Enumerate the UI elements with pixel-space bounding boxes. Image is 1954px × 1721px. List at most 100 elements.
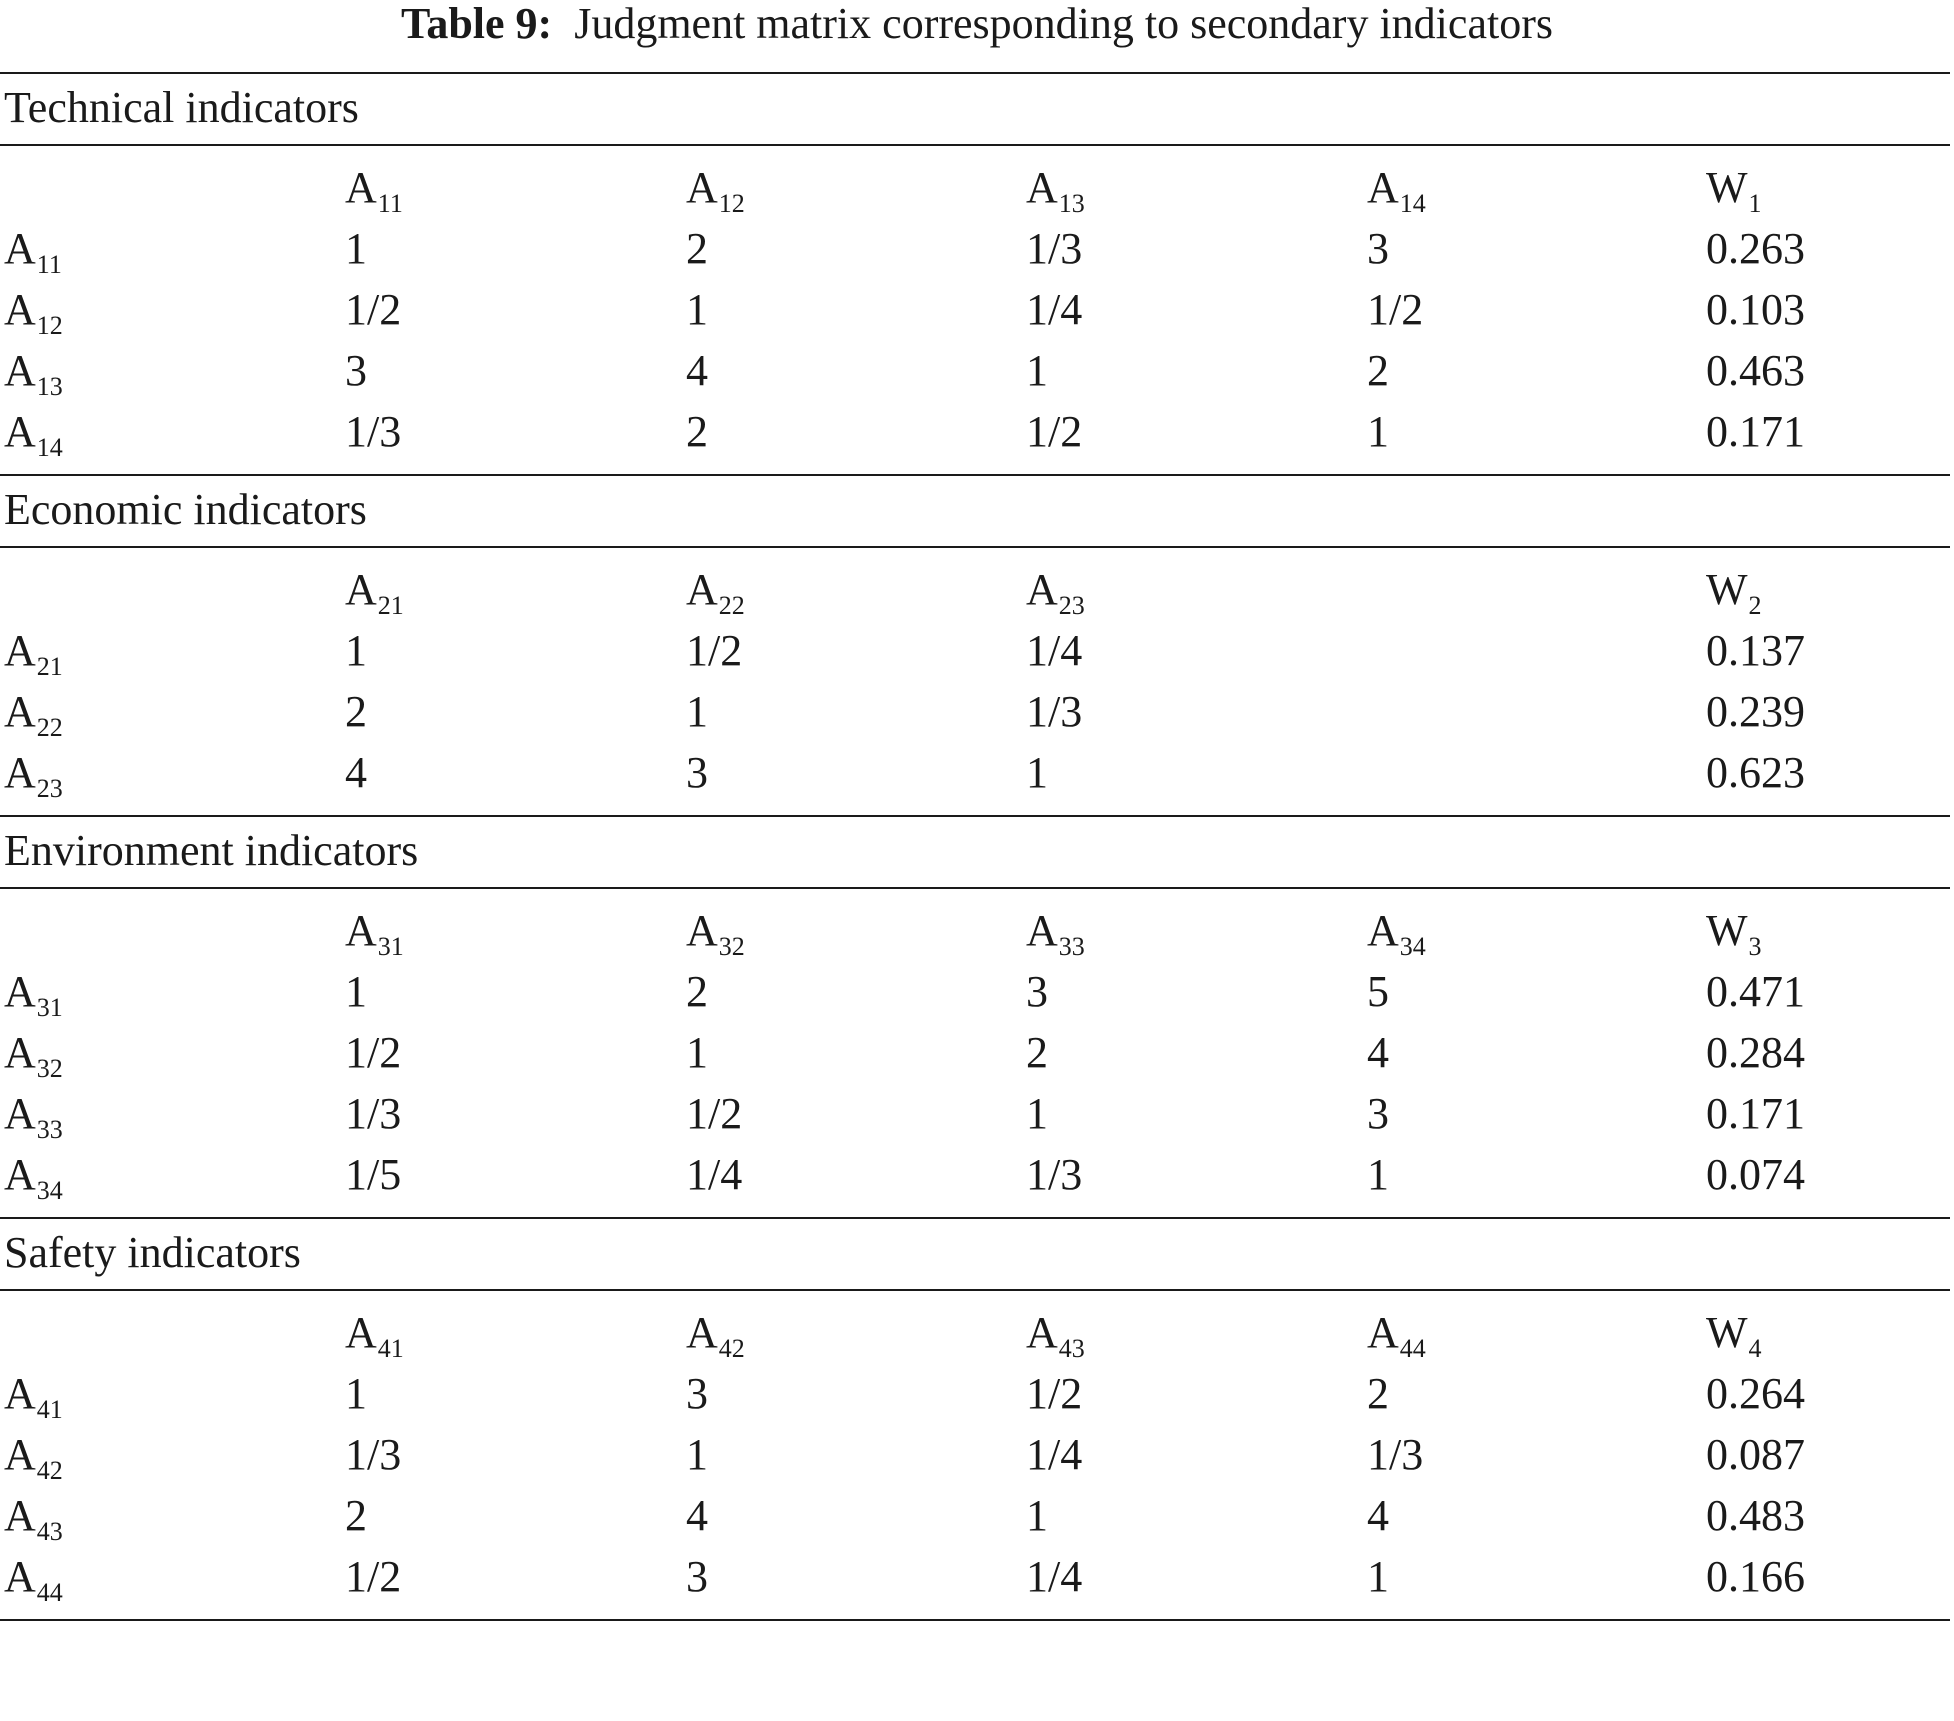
row-label: A14 [4,407,63,463]
matrix-value: 2 [1367,1369,1389,1418]
row-symbol: A32 [4,1028,63,1084]
section-title: Economic indicators [4,485,367,534]
judgment-matrix-table: Technical indicators A11 A12 A13 A14 W1 A11 1 2 1… [0,72,1950,1621]
row-symbol-letter: A [4,1369,36,1418]
column-header: A33 [1026,906,1085,962]
row-symbol-letter: A [4,285,36,334]
matrix-value: 1/2 [686,1089,743,1138]
column-symbol-subscript: 31 [377,932,404,961]
table-row: A14 1/3 2 1/2 1 0.171 [0,402,1950,463]
row-symbol-letter: A [4,626,36,675]
matrix-value: 1 [1026,748,1048,797]
matrix-value: 1/3 [345,1089,402,1138]
table-row: A12 1/2 1 1/4 1/2 0.103 [0,280,1950,341]
column-symbol-subscript: 2 [1748,591,1762,620]
column-symbol-subscript: 34 [1399,932,1426,961]
column-symbol-letter: A [1026,163,1058,212]
row-symbol-subscript: 41 [36,1395,63,1424]
column-symbol: A14 [1367,163,1426,219]
column-header: A12 [686,164,745,219]
row-label: A31 [4,968,63,1023]
matrix-value: 3 [1026,967,1048,1016]
column-symbol: A11 [345,163,403,219]
column-header: A44 [1367,1309,1426,1364]
matrix-value: 1/5 [345,1150,402,1199]
weight-value: 0.137 [1706,626,1805,675]
column-symbol: A13 [1026,163,1085,219]
column-symbol-letter: A [1026,906,1058,955]
matrix-value: 1/2 [1026,407,1083,456]
weight-value: 0.263 [1706,224,1805,273]
section-body: A41 A42 A43 A44 W4 A41 1 3 1/2 2 0.264 A42 1/3 1 1/4 1/… [0,1291,1950,1619]
column-header: A13 [1026,163,1085,219]
matrix-value: 3 [686,748,708,797]
section-body: A31 A32 A33 A34 W3 A31 1 2 3 5 0.471 A32 1/2 1 2 4 0.284… [0,889,1950,1217]
row-symbol: A21 [4,626,63,682]
column-header: A32 [686,907,745,962]
row-symbol: A23 [4,748,63,804]
matrix-value: 1 [686,285,708,334]
row-symbol: A22 [4,687,63,743]
row-symbol-subscript: 42 [36,1456,63,1485]
column-symbol-letter: W [1706,1308,1748,1357]
weight-value: 0.264 [1706,1369,1805,1418]
matrix-value: 3 [686,1369,708,1418]
matrix-value: 5 [1367,967,1389,1016]
matrix-value: 1/4 [1026,1552,1083,1601]
column-symbol-subscript: 21 [377,591,404,620]
column-symbol-letter: W [1706,163,1748,212]
row-symbol-subscript: 13 [36,372,63,401]
matrix-value: 1 [1367,1552,1389,1601]
matrix-value: 1/3 [345,1430,402,1479]
table-row: A44 1/2 3 1/4 1 0.166 [0,1547,1950,1608]
matrix-value: 1/2 [1367,285,1424,334]
row-symbol-subscript: 23 [36,774,63,803]
column-symbol-letter: W [1706,565,1748,614]
column-symbol-letter: W [1706,906,1748,955]
weight-value: 0.284 [1706,1028,1805,1077]
matrix-value: 1 [1026,346,1048,395]
matrix-value: 1/2 [1026,1369,1083,1418]
row-symbol: A14 [4,407,63,463]
weight-value: 0.103 [1706,285,1805,334]
weight-value: 0.074 [1706,1150,1805,1199]
column-symbol: W1 [1706,163,1762,219]
row-label: A21 [4,626,63,682]
row-symbol-subscript: 33 [36,1115,63,1144]
column-symbol-subscript: 11 [377,189,403,218]
section-title: Environment indicators [4,826,419,875]
table-bottom-rule [0,1619,1950,1621]
row-symbol-subscript: 12 [36,311,63,340]
weight-value: 0.471 [1706,967,1805,1016]
column-header: A31 [345,906,404,962]
column-symbol-letter: A [345,906,377,955]
column-symbol-subscript: 33 [1058,932,1085,961]
row-symbol-letter: A [4,748,36,797]
row-symbol-letter: A [4,687,36,736]
row-label: A22 [4,687,63,743]
section-body: A21 A22 A23 W2 A21 1 1/2 1/4 0.137 A22 2 1 1/3 0.239 A… [0,548,1950,815]
row-symbol-letter: A [4,346,36,395]
matrix-value: 2 [345,1491,367,1540]
column-header: A42 [686,1308,745,1364]
row-symbol-letter: A [4,1089,36,1138]
row-symbol-subscript: 44 [36,1578,63,1607]
row-symbol: A43 [4,1491,63,1547]
column-symbol-subscript: 41 [377,1334,404,1363]
table-row: A32 1/2 1 2 4 0.284 [0,1023,1950,1084]
matrix-value: 1 [686,687,708,736]
matrix-value: 1/2 [345,1028,402,1077]
row-label: A12 [4,285,63,341]
column-symbol: A42 [686,1308,745,1364]
matrix-value: 1/2 [345,1552,402,1601]
table-row: A33 1/3 1/2 1 3 0.171 [0,1084,1950,1145]
table-row: A13 3 4 1 2 0.463 [0,341,1950,402]
row-symbol-subscript: 31 [36,993,63,1022]
row-label: A23 [4,748,63,804]
section-header: Safety indicators [0,1217,1950,1291]
matrix-value: 1/2 [345,285,402,334]
matrix-value: 1 [345,967,367,1016]
matrix-value: 1/3 [1367,1430,1424,1479]
matrix-value: 1 [345,626,367,675]
column-header: A41 [345,1309,404,1364]
